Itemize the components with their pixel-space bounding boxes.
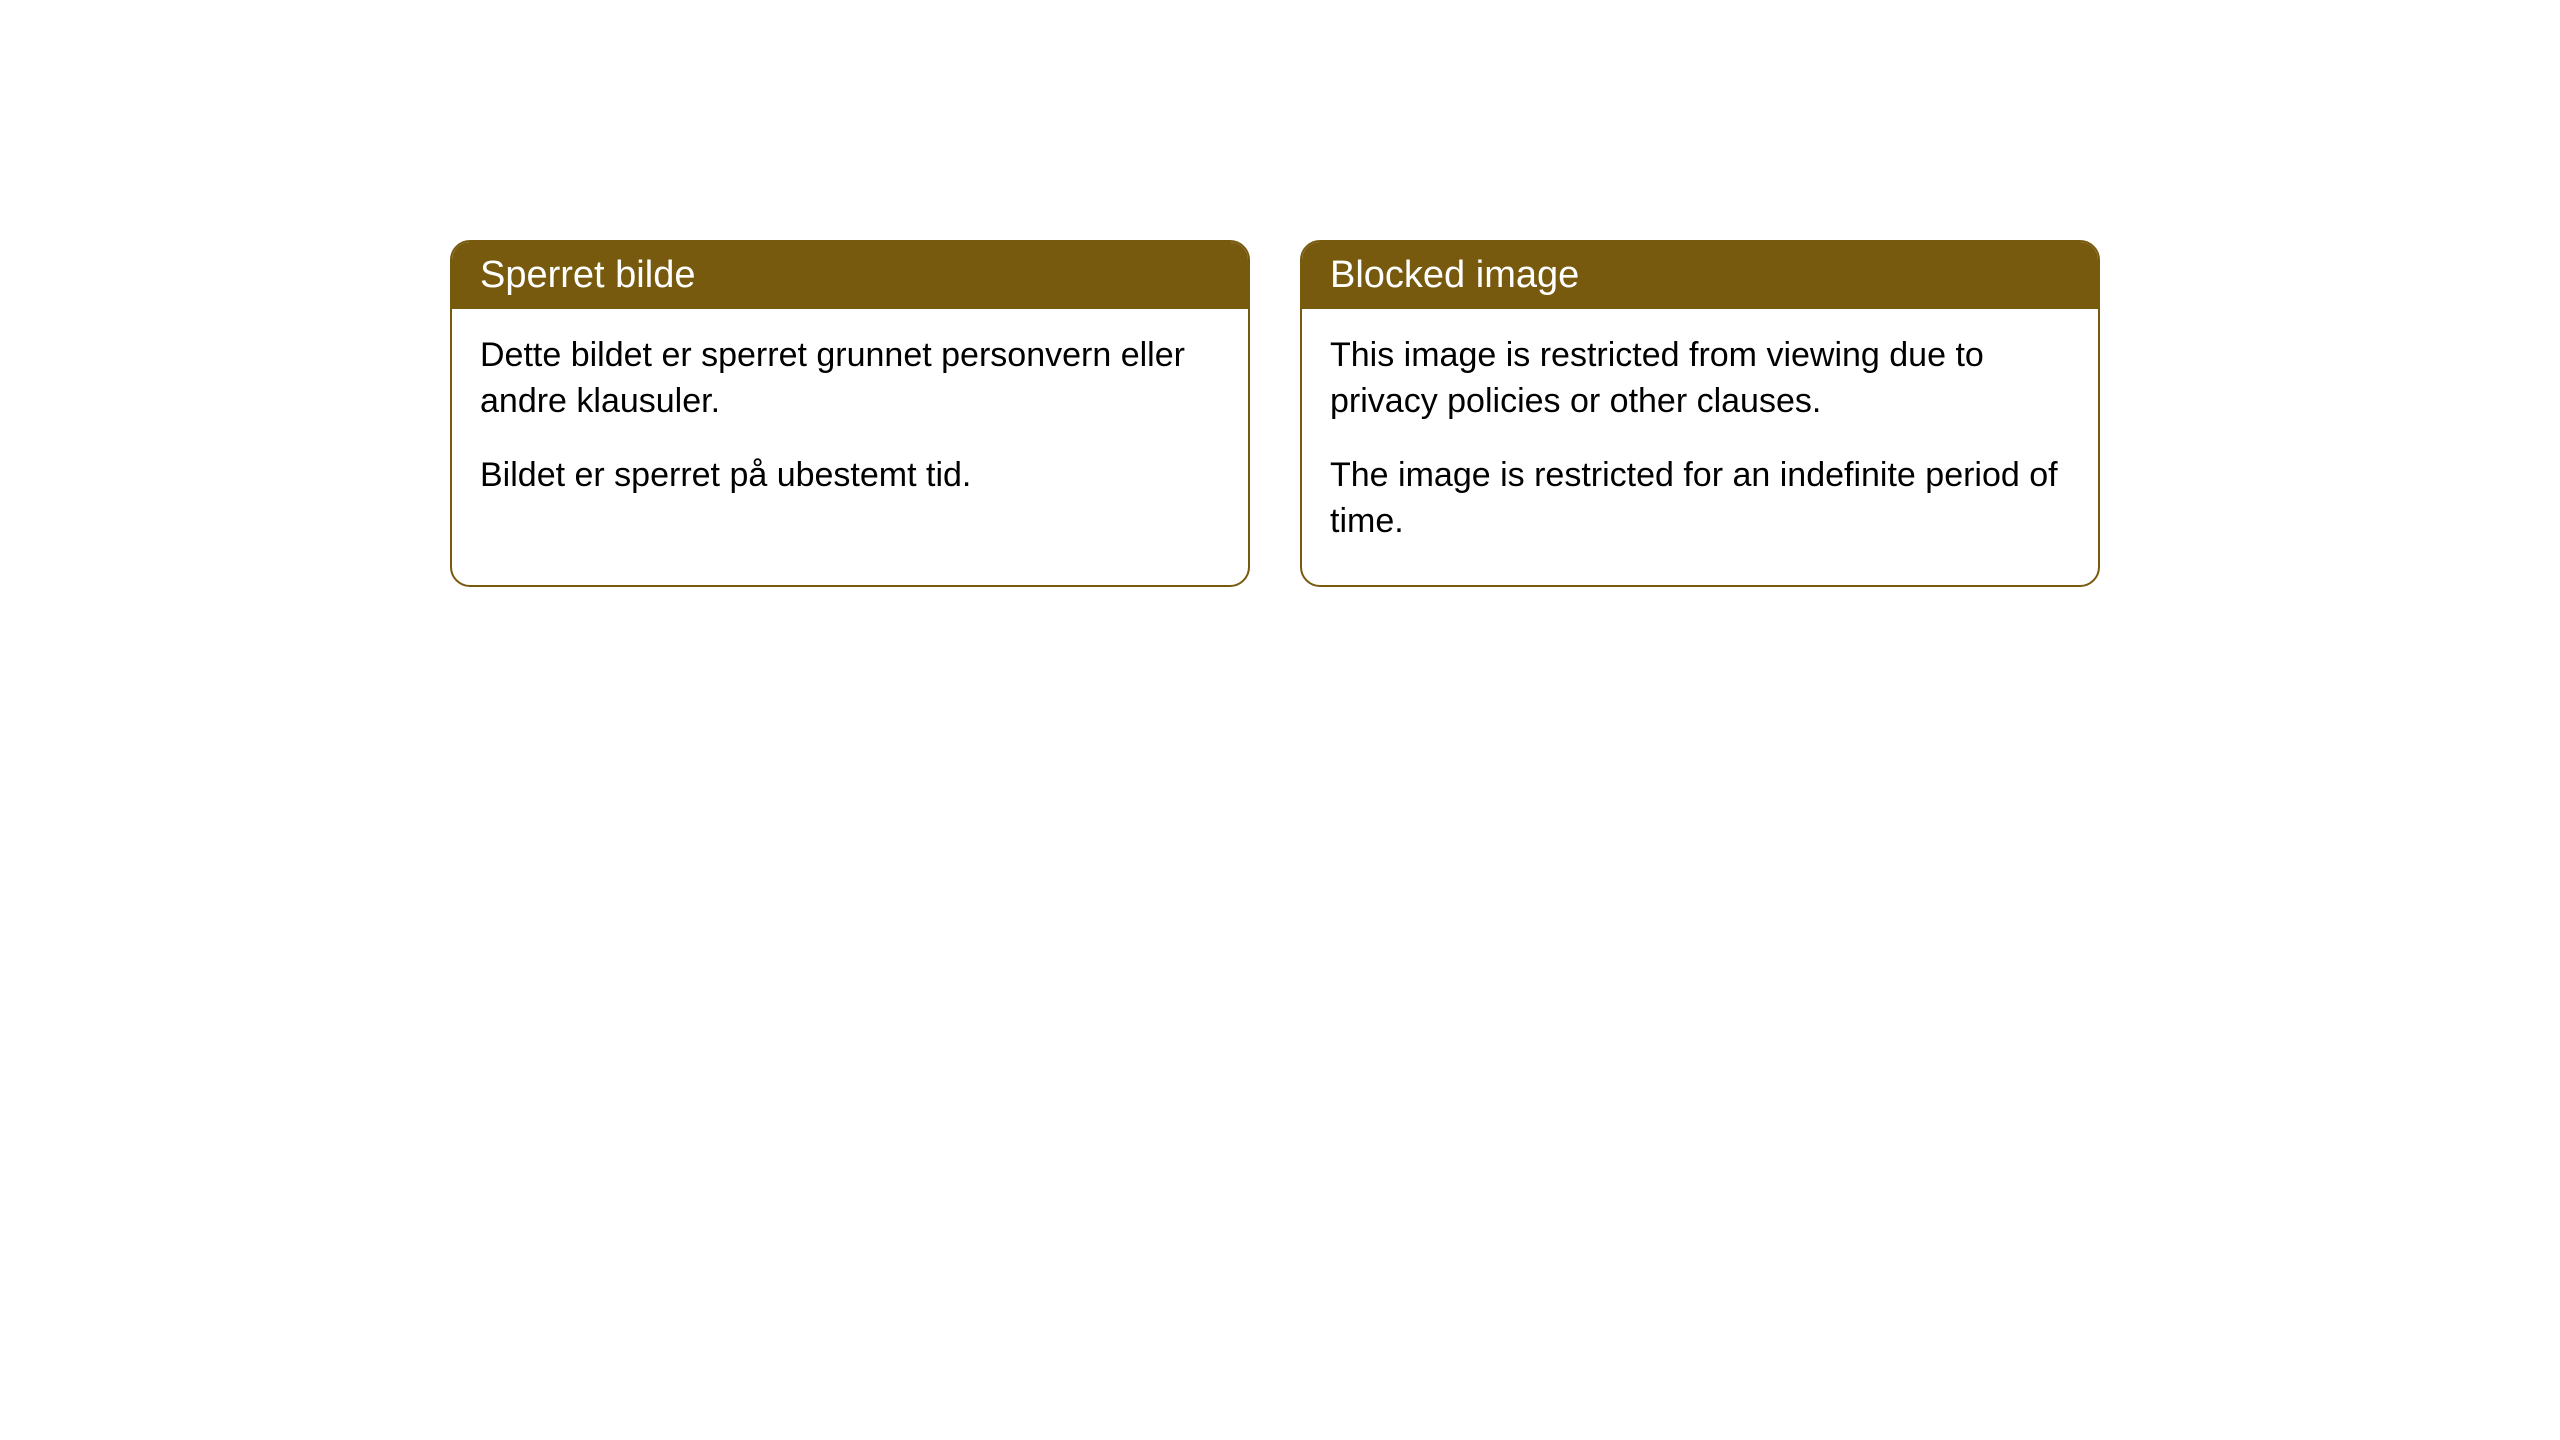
notice-cards-container: Sperret bilde Dette bildet er sperret gr… (0, 0, 2560, 587)
card-body: This image is restricted from viewing du… (1302, 309, 2098, 585)
blocked-image-card-norwegian: Sperret bilde Dette bildet er sperret gr… (450, 240, 1250, 587)
card-paragraph: The image is restricted for an indefinit… (1330, 453, 2070, 545)
blocked-image-card-english: Blocked image This image is restricted f… (1300, 240, 2100, 587)
card-header: Blocked image (1302, 242, 2098, 309)
card-header: Sperret bilde (452, 242, 1248, 309)
card-body: Dette bildet er sperret grunnet personve… (452, 309, 1248, 539)
card-paragraph: Dette bildet er sperret grunnet personve… (480, 333, 1220, 425)
card-paragraph: This image is restricted from viewing du… (1330, 333, 2070, 425)
card-paragraph: Bildet er sperret på ubestemt tid. (480, 453, 1220, 499)
card-title: Blocked image (1330, 254, 1579, 296)
card-title: Sperret bilde (480, 254, 695, 296)
